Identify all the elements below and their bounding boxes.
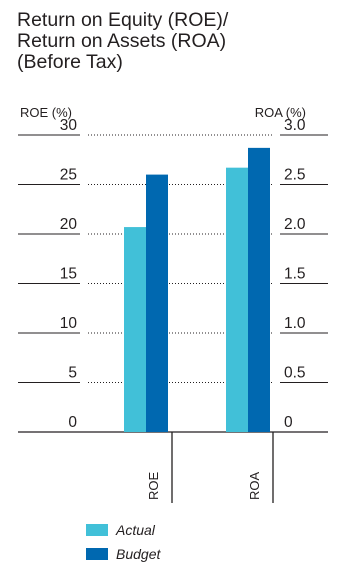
- legend-label-budget: Budget: [116, 546, 161, 562]
- right-tick-label: 3.0: [284, 117, 306, 134]
- bar-roe-actual: [124, 227, 146, 432]
- legend-label-actual: Actual: [115, 522, 156, 538]
- left-tick-label: 15: [60, 266, 77, 283]
- left-tick-label: 10: [60, 315, 78, 332]
- category-axis: ROE ROA: [146, 432, 274, 503]
- right-tick-label: 0.5: [284, 365, 306, 382]
- legend-swatch-budget: [86, 548, 108, 560]
- left-tick-label: 0: [68, 414, 77, 431]
- right-tick-label: 2.5: [284, 167, 306, 184]
- right-axis-label: ROA (%): [255, 105, 306, 120]
- title-line-2: Return on Assets (ROA): [17, 30, 227, 52]
- legend: Actual Budget: [86, 522, 161, 562]
- bar-roa-budget: [248, 147, 270, 432]
- right-tick-label: 2.0: [284, 216, 306, 233]
- legend-swatch-actual: [86, 524, 108, 536]
- category-label-roe: ROE: [146, 472, 161, 501]
- left-axis-label: ROE (%): [20, 105, 72, 120]
- title-line-3: (Before Tax): [17, 51, 123, 73]
- bar-roa-actual: [226, 167, 248, 433]
- right-tick-label: 1.0: [284, 315, 306, 332]
- left-tick-label: 5: [68, 365, 77, 382]
- left-tick-label: 30: [60, 117, 78, 134]
- right-tick-label: 0: [284, 414, 293, 431]
- tick-labels: 0 0 5 0.5 10 1.0 15 1.5 20 2.0 25 2.5 30 3.0: [60, 117, 306, 431]
- right-tick-label: 1.5: [284, 266, 306, 283]
- left-tick-label: 25: [60, 167, 77, 184]
- chart-title: Return on Equity (ROE)/ Return on Assets…: [17, 10, 337, 73]
- bars: [124, 147, 270, 433]
- category-label-roa: ROA: [247, 472, 262, 501]
- bar-roe-budget: [146, 174, 168, 432]
- title-line-1: Return on Equity (ROE)/: [17, 9, 229, 31]
- left-tick-label: 20: [60, 216, 78, 233]
